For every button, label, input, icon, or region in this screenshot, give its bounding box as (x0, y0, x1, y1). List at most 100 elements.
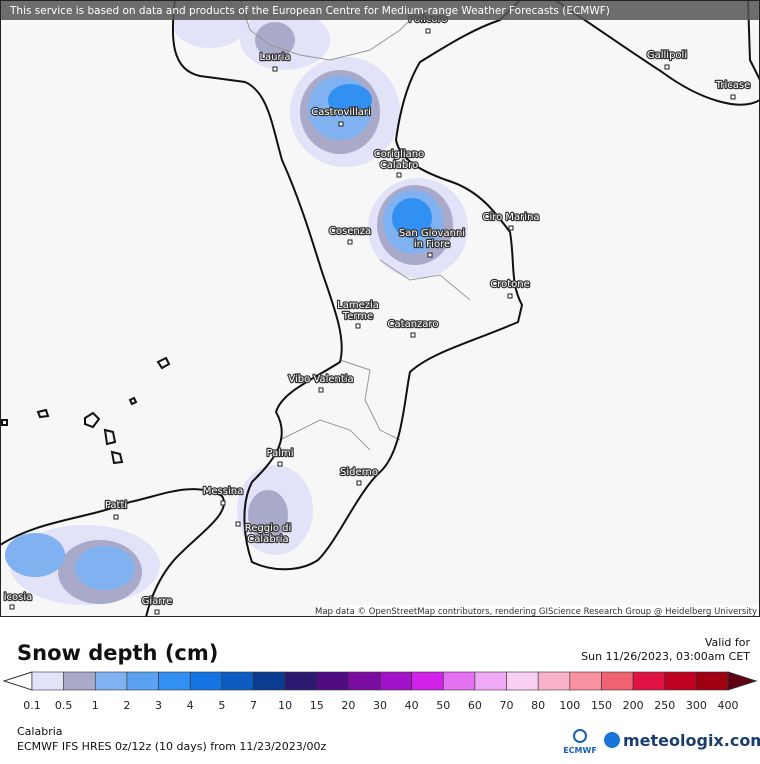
tick-label: 5 (218, 699, 225, 712)
city-name: Gallipoli (647, 50, 687, 61)
color-segment (442, 671, 476, 691)
tick-label: 7 (250, 699, 257, 712)
tick-label: 60 (468, 699, 482, 712)
city-name: Catanzaro (388, 319, 439, 330)
model: ECMWF IFS HRES 0z/12z (10 days) from 11/… (17, 740, 327, 753)
city-name: Reggio di (245, 523, 292, 534)
city-marker (507, 293, 513, 299)
city-name: Castrovillari (311, 107, 371, 118)
tick-label: 200 (623, 699, 644, 712)
tick-label: 1 (92, 699, 99, 712)
tick-label: 150 (591, 699, 612, 712)
city-name: Palmi (266, 448, 293, 459)
color-segment (316, 671, 349, 691)
city-marker (272, 66, 278, 72)
tick-label: 80 (531, 699, 545, 712)
color-segment (474, 671, 507, 691)
city-name: Cosenza (329, 226, 371, 237)
tick-label: 4 (187, 699, 194, 712)
colorbar: 0.1 0.5 1 2 3 4 5 7 10 15 20 30 40 50 60 70 80 100 150 200 2… (2, 671, 758, 712)
tick-label: 100 (559, 699, 580, 712)
over-arrow (727, 671, 758, 691)
color-segment (158, 671, 191, 691)
city-name: Lauria (259, 52, 290, 63)
notice: This service is based on data and produc… (9, 5, 610, 17)
color-segment (94, 671, 128, 691)
tick-label: 0.1 (23, 699, 41, 712)
city-name: Patti (105, 500, 127, 511)
city-marker (154, 609, 160, 615)
under-arrow (2, 671, 33, 691)
city-name: San Giovanni (399, 228, 465, 239)
city-marker (427, 252, 433, 258)
city-name: Ciro Marina (482, 212, 539, 223)
ecmwf-logo: ECMWF (563, 746, 597, 755)
city-name: Terme (342, 311, 373, 322)
brand[interactable]: meteologix.com (623, 731, 760, 750)
color-segment (221, 671, 254, 691)
coastlines (0, 0, 760, 618)
tick-label: 300 (686, 699, 707, 712)
city-marker (220, 500, 226, 506)
attribution-bg (336, 605, 760, 617)
color-segment (696, 671, 729, 691)
color-segment (379, 671, 412, 691)
tick-label: 30 (373, 699, 387, 712)
city-name: Messina (203, 486, 243, 497)
city-name: Vibo Valentia (288, 374, 353, 385)
color-segment (31, 671, 64, 691)
city-name: Tricase (715, 80, 751, 91)
valid-time: Sun 11/26/2023, 03:00am CET (581, 650, 750, 663)
city-name: Calabro (380, 160, 418, 171)
city-marker (730, 94, 736, 100)
ecmwf-icon (573, 729, 587, 743)
tick-label: 20 (341, 699, 355, 712)
tick-label: 400 (718, 699, 739, 712)
valid-label: Valid for (705, 636, 751, 649)
tick-label: 40 (405, 699, 419, 712)
color-segment (189, 671, 223, 691)
color-segment (569, 671, 602, 691)
color-segment (284, 671, 318, 691)
tick-label: 70 (500, 699, 514, 712)
city-marker (356, 480, 362, 486)
city-labels: PolicoroLauriaGallipoliTricaseCastrovill… (3, 13, 751, 615)
snow-areas (5, 0, 468, 605)
city-marker (347, 239, 353, 245)
city-marker (664, 64, 670, 70)
tick-label: 15 (310, 699, 324, 712)
tick-label: 10 (278, 699, 292, 712)
city-marker (425, 28, 431, 34)
color-segment (664, 671, 697, 691)
tick-label: 50 (436, 699, 450, 712)
city-marker (277, 461, 283, 467)
city-marker (410, 332, 416, 338)
city-name: Crotone (490, 279, 530, 290)
region: Calabria (17, 725, 63, 738)
city-marker (396, 172, 402, 178)
color-segment (632, 671, 666, 691)
city-name: Calabria (247, 534, 288, 545)
city-name: Giarre (142, 596, 173, 607)
color-segment (63, 671, 96, 691)
color-segment (506, 671, 539, 691)
color-segment (537, 671, 571, 691)
tick-label: 0.5 (55, 699, 73, 712)
city-marker (113, 514, 119, 520)
color-segment (411, 671, 444, 691)
city-marker (9, 604, 15, 610)
city-name: in Fiore (414, 239, 450, 250)
color-segment (348, 671, 381, 691)
tick-label: 2 (123, 699, 130, 712)
city-marker (355, 323, 361, 329)
attribution: Map data © OpenStreetMap contributors, r… (315, 607, 757, 617)
brand-icon (604, 732, 620, 748)
city-marker (508, 225, 514, 231)
tick-label: 3 (155, 699, 162, 712)
color-segment (601, 671, 634, 691)
color-segment (126, 671, 159, 691)
city-marker (338, 121, 344, 127)
city-name: Siderno (340, 467, 378, 478)
notice-bar (0, 0, 760, 20)
